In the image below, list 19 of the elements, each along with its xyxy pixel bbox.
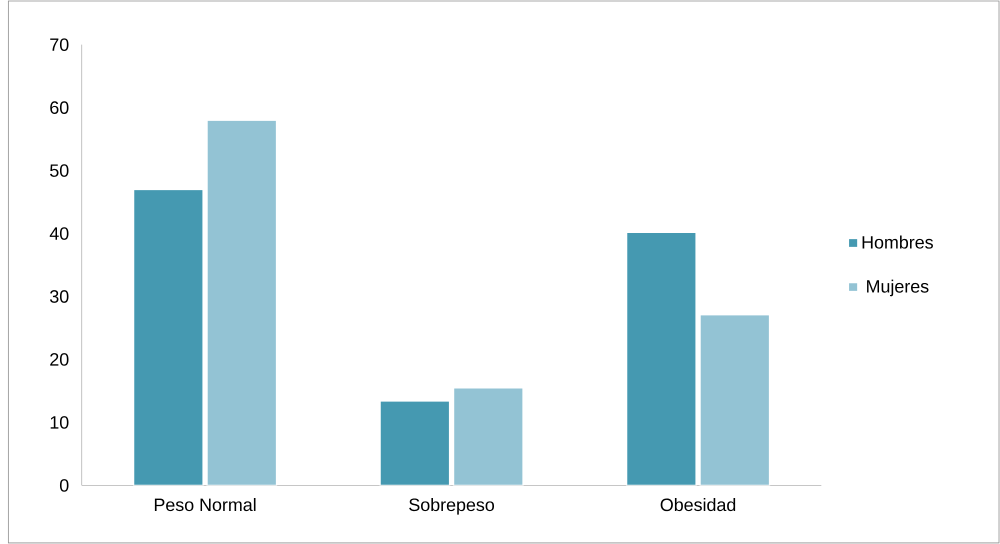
x-tick-label: Sobrepeso [409,498,494,515]
y-tick-label: 60 [50,101,68,114]
bar [626,232,697,486]
y-tick-label: 40 [50,227,68,240]
y-tick-label: 50 [50,164,68,177]
x-tick-label: Obesidad [660,498,736,512]
bar [699,314,770,486]
x-tick-label: Peso Normal [154,498,256,512]
y-tick-label: 0 [60,479,68,492]
y-tick-label: 10 [50,416,68,429]
legend-label: Mujeres [867,280,928,296]
legend-label: Hombres [862,236,933,249]
bar [206,120,278,486]
y-tick-label: 20 [50,353,68,366]
bar [379,400,450,486]
bar [452,387,524,486]
bar [132,188,204,486]
y-tick-label: 30 [50,290,68,303]
y-tick-label: 70 [50,38,68,51]
